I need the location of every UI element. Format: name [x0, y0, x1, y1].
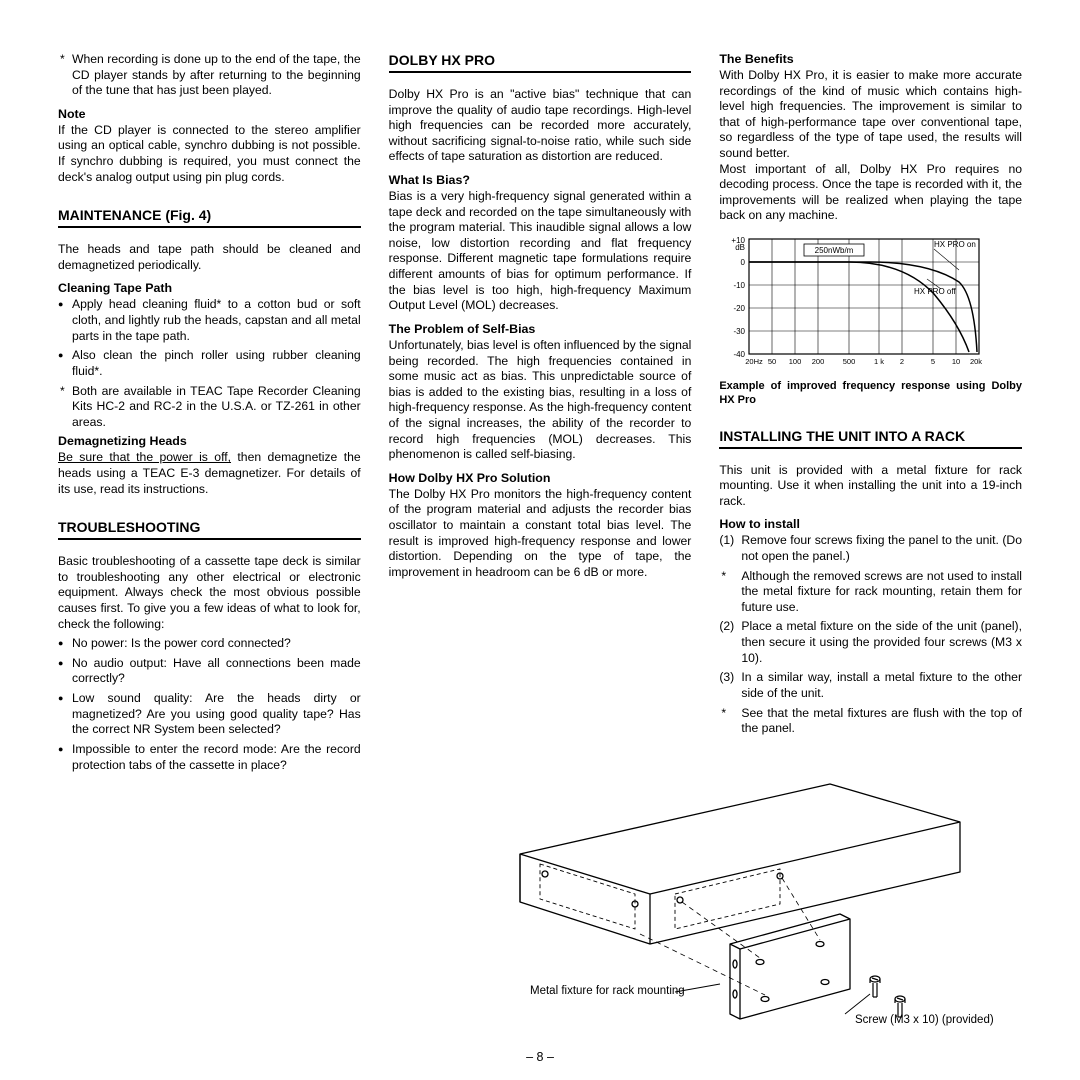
step: (3)In a similar way, install a metal fix…: [719, 670, 1022, 701]
x-tick: 200: [812, 357, 825, 366]
y-tick: -40: [734, 350, 746, 359]
screw-label: Screw (M3 x 10) (provided): [855, 1014, 994, 1026]
x-tick: 20Hz: [746, 357, 764, 366]
list-item: No power: Is the power cord connected?: [58, 636, 361, 652]
cleaning-star-list: Both are available in TEAC Tape Recorder…: [58, 384, 361, 431]
x-tick: 500: [843, 357, 856, 366]
step: (1)Remove four screws fixing the panel t…: [719, 533, 1022, 564]
benefits-body: With Dolby HX Pro, it is easier to make …: [719, 68, 1022, 224]
note-body: If the CD player is connected to the ste…: [58, 123, 361, 185]
x-tick: 2: [900, 357, 904, 366]
recording-note-item: When recording is done up to the end of …: [58, 52, 361, 99]
fixture-label: Metal fixture for rack mounting: [530, 985, 685, 997]
demag-underlined: Be sure that the power is off,: [58, 450, 231, 464]
maintenance-intro: The heads and tape path should be cleane…: [58, 242, 361, 273]
x-tick: 100: [789, 357, 802, 366]
solution-heading: How Dolby HX Pro Solution: [389, 471, 692, 485]
chart-caption: Example of improved frequency response u…: [719, 380, 1022, 408]
note-heading: Note: [58, 107, 361, 121]
y-tick: 0: [741, 258, 746, 267]
x-tick: 20k: [970, 357, 982, 366]
x-tick: 10: [952, 357, 960, 366]
rack-intro: This unit is provided with a metal fixtu…: [719, 463, 1022, 510]
demag-body: Be sure that the power is off, then dema…: [58, 450, 361, 497]
y-unit: dB: [736, 243, 746, 252]
list-item: Low sound quality: Are the heads dirty o…: [58, 691, 361, 738]
bias-body: Bias is a very high-frequency signal gen…: [389, 189, 692, 314]
column-2: DOLBY HX PRO Dolby HX Pro is an "active …: [389, 52, 692, 777]
manual-page: When recording is done up to the end of …: [0, 0, 1080, 1080]
y-tick: -10: [734, 281, 746, 290]
page-number: – 8 –: [0, 1050, 1080, 1064]
y-tick: -30: [734, 327, 746, 336]
troubleshooting-intro: Basic troubleshooting of a cassette tape…: [58, 554, 361, 632]
dolby-intro: Dolby HX Pro is an "active bias" techniq…: [389, 87, 692, 165]
howto-heading: How to install: [719, 517, 1022, 531]
x-tick: 1 k: [874, 357, 884, 366]
demag-heading: Demagnetizing Heads: [58, 434, 361, 448]
step-note: Although the removed screws are not used…: [719, 569, 1022, 616]
selfbias-heading: The Problem of Self-Bias: [389, 322, 692, 336]
troubleshooting-title: TROUBLESHOOTING: [58, 519, 361, 540]
install-steps: (1)Remove four screws fixing the panel t…: [719, 533, 1022, 736]
step-note: See that the metal fixtures are flush wi…: [719, 706, 1022, 737]
list-item: Apply head cleaning fluid* to a cotton b…: [58, 297, 361, 344]
selfbias-body: Unfortunately, bias level is often influ…: [389, 338, 692, 463]
list-item: Both are available in TEAC Tape Recorder…: [58, 384, 361, 431]
step: (2)Place a metal fixture on the side of …: [719, 619, 1022, 666]
list-item: No audio output: Have all connections be…: [58, 656, 361, 687]
list-item: Impossible to enter the record mode: Are…: [58, 742, 361, 773]
maintenance-title: MAINTENANCE (Fig. 4): [58, 207, 361, 228]
column-3: The Benefits With Dolby HX Pro, it is ea…: [719, 52, 1022, 777]
cleaning-list: Apply head cleaning fluid* to a cotton b…: [58, 297, 361, 379]
cleaning-heading: Cleaning Tape Path: [58, 281, 361, 295]
frequency-response-chart: +10 dB 0 -10 -20 -30 -40 20Hz 50 100 200…: [719, 234, 989, 369]
troubleshooting-list: No power: Is the power cord connected? N…: [58, 636, 361, 773]
hx-on-label: HX PRO on: [934, 240, 976, 249]
ref-label: 250nWb/m: [815, 246, 854, 255]
columns: When recording is done up to the end of …: [58, 52, 1022, 777]
recording-note-list: When recording is done up to the end of …: [58, 52, 361, 99]
x-tick: 5: [931, 357, 935, 366]
dolby-title: DOLBY HX PRO: [389, 52, 692, 73]
rack-title: INSTALLING THE UNIT INTO A RACK: [719, 428, 1022, 449]
y-tick: -20: [734, 304, 746, 313]
benefits-heading: The Benefits: [719, 52, 1022, 66]
list-item: Also clean the pinch roller using rubber…: [58, 348, 361, 379]
column-1: When recording is done up to the end of …: [58, 52, 361, 777]
bias-heading: What Is Bias?: [389, 173, 692, 187]
x-tick: 50: [768, 357, 776, 366]
solution-body: The Dolby HX Pro monitors the high-frequ…: [389, 487, 692, 581]
